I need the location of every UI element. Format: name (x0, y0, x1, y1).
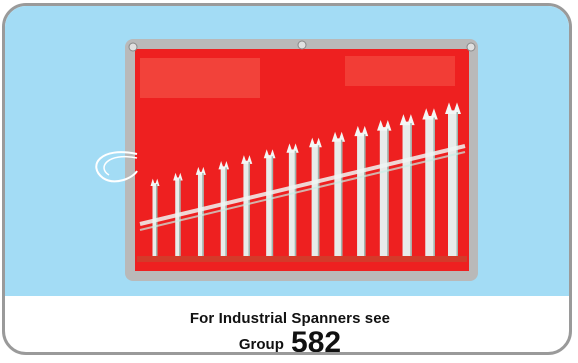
spanner-jaw (399, 114, 415, 126)
grommet (297, 40, 307, 50)
spanner (220, 167, 227, 256)
spanner-jaw (422, 108, 438, 120)
strap-loop (95, 151, 138, 183)
retaining-strap (139, 151, 466, 231)
spanner-shade (387, 128, 389, 256)
spanner (379, 128, 389, 256)
spanner (266, 156, 274, 256)
spanner-jaw (195, 166, 206, 175)
spanner-jaw (445, 102, 461, 114)
grommet (466, 42, 476, 52)
promo-card: For Industrial Spanners see Group 582 (2, 3, 572, 355)
group-reference: Group 582 (5, 326, 569, 355)
spanner-shade (410, 123, 412, 256)
spanner (448, 112, 458, 256)
spanner-jaw (354, 125, 369, 137)
spanner-shade (225, 167, 227, 256)
spanner (311, 145, 320, 256)
spanner-shade (317, 145, 320, 256)
caption: For Industrial Spanners see Group 582 (5, 310, 569, 355)
spanner-jaw (309, 137, 322, 148)
pouch-highlight (140, 58, 260, 98)
spanner-shade (433, 117, 435, 257)
spanner (334, 139, 343, 256)
spanner-shade (248, 161, 250, 256)
spanner-shade (294, 150, 297, 256)
spanner-shade (340, 139, 343, 256)
pouch-highlight (345, 56, 455, 86)
spanner-shade (179, 178, 181, 256)
spanner-set-pouch-image (5, 6, 569, 296)
spanner-jaw (377, 119, 392, 131)
stitch-band (137, 256, 467, 262)
spanner (425, 117, 435, 257)
retaining-strap (139, 144, 466, 226)
spanner-shade (271, 156, 274, 256)
spanner (357, 134, 366, 256)
spanner-jaw (286, 143, 299, 153)
spanner (288, 150, 297, 256)
caption-text: For Industrial Spanners see (189, 310, 391, 327)
spanner-shade (456, 112, 458, 256)
grommet (128, 42, 138, 52)
group-label: Group (238, 336, 284, 353)
group-number: 582 (291, 326, 342, 355)
spanner (402, 123, 412, 256)
spanner (243, 161, 250, 256)
spanner (175, 178, 181, 256)
spanner-jaw (241, 155, 253, 164)
spanner-jaw (218, 161, 230, 170)
spanner-jaw (263, 149, 276, 159)
spanner-jaw (331, 131, 346, 142)
strap-loop (103, 155, 138, 176)
spanner-shade (364, 134, 366, 256)
